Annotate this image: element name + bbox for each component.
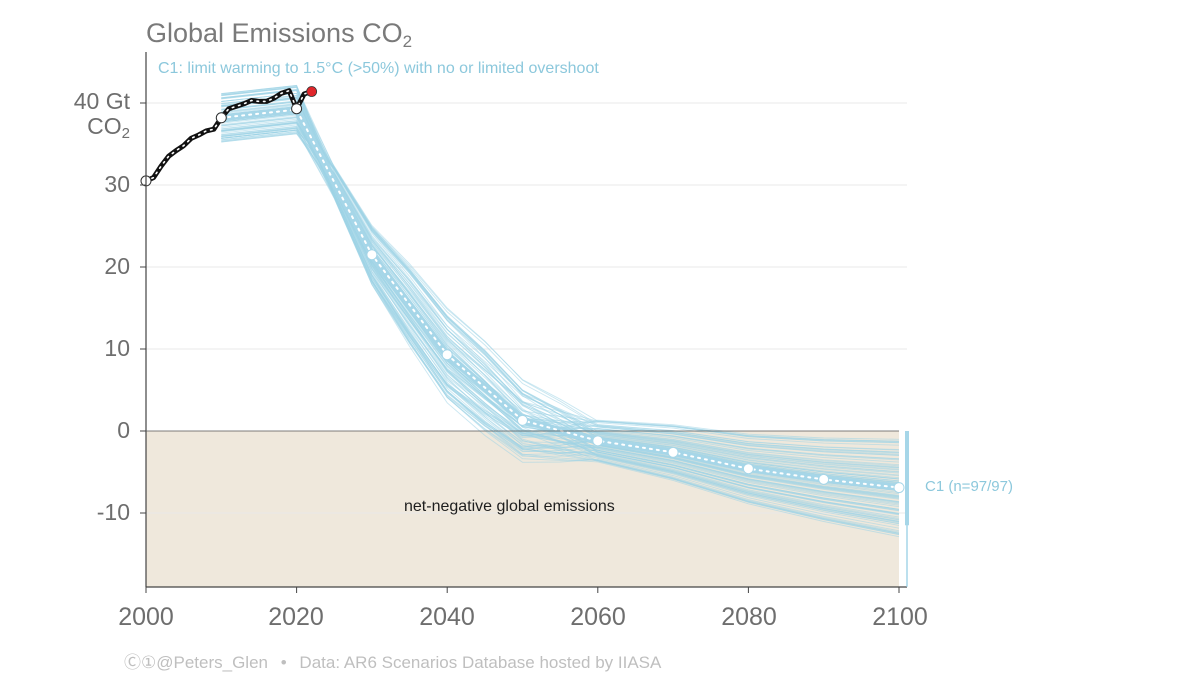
x-tick-label: 2100: [872, 603, 928, 631]
median-point: [893, 482, 905, 494]
median-point: [592, 435, 604, 447]
x-tick-label: 2080: [721, 603, 777, 631]
median-line-dots: [220, 108, 900, 489]
scenario-line: [221, 127, 900, 473]
axes: [140, 52, 909, 593]
y-axis-unit-label: 40 Gt: [73, 88, 130, 114]
x-tick-label: 2040: [419, 603, 475, 631]
y-tick-label: 20: [104, 253, 130, 279]
data-source-text: Data: AR6 Scenarios Database hosted by I…: [299, 653, 662, 672]
y-tick-label: 10: [104, 335, 130, 361]
scenario-line: [221, 85, 900, 456]
scenario-line: [221, 87, 900, 497]
scenario-line: [221, 129, 900, 519]
median-point: [742, 463, 754, 475]
latest-emissions-point: [306, 86, 318, 97]
x-tick-label: 2060: [570, 603, 626, 631]
scenario-line: [221, 94, 900, 511]
median-point: [818, 473, 830, 485]
footer: Ⓒ①@Peters_Glen • Data: AR6 Scenarios Dat…: [124, 648, 661, 673]
y-axis-unit-co2: CO2: [87, 113, 130, 142]
chart-title: Global Emissions CO2: [146, 18, 413, 51]
scenario-line: [221, 86, 900, 453]
negative-region-label: net-negative global emissions: [404, 498, 615, 515]
gridlines: [146, 102, 907, 514]
historical-line-dots: [145, 89, 313, 182]
median-point: [517, 414, 528, 426]
median-series: [215, 104, 905, 494]
chart-subtitle: C1: limit warming to 1.5°C (>50%) with n…: [158, 60, 599, 77]
median-point: [441, 349, 453, 361]
y-tick-label: 30: [104, 171, 130, 197]
series-label: C1 (n=97/97): [925, 478, 1013, 495]
footer-separator: •: [280, 653, 287, 672]
scenario-line: [221, 123, 900, 470]
median-point: [667, 446, 679, 458]
x-tick-label: 2020: [268, 603, 324, 631]
y-tick-label: -10: [96, 499, 130, 525]
y-tick-label: 0: [117, 417, 130, 443]
scenario-line: [221, 129, 900, 525]
median-point: [366, 249, 378, 261]
historical-marker: [291, 103, 303, 115]
scenario-line: [221, 120, 900, 506]
x-tick-label: 2000: [118, 603, 174, 631]
credit-text: Ⓒ①@Peters_Glen: [124, 653, 268, 672]
historical-marker: [215, 112, 227, 124]
